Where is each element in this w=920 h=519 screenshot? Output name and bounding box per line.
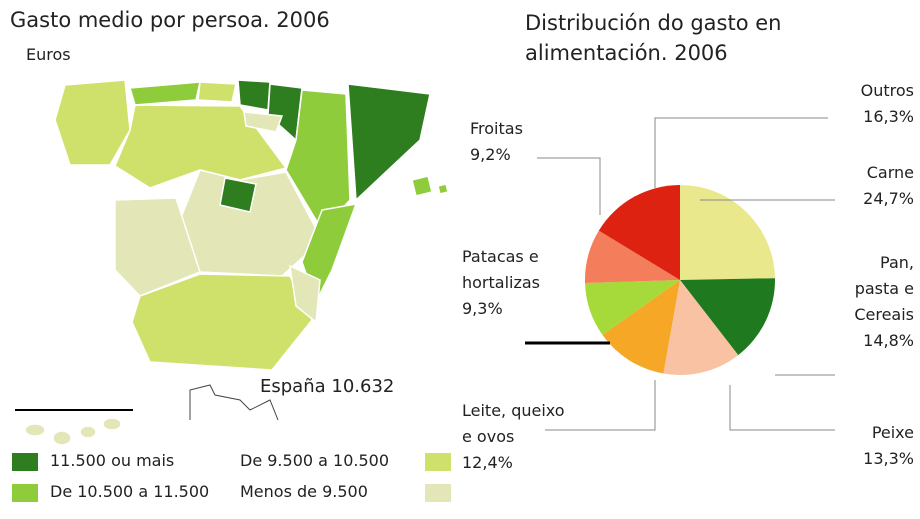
legend-swatch bbox=[12, 453, 38, 471]
leader-line bbox=[545, 380, 656, 431]
region bbox=[129, 81, 201, 106]
region bbox=[289, 264, 321, 324]
map-note: España 10.632 bbox=[260, 376, 395, 397]
map-subtitle: Euros bbox=[26, 45, 71, 64]
legend-label: De 9.500 a 10.500 bbox=[240, 451, 390, 470]
legend-swatch bbox=[425, 453, 451, 471]
leader-line bbox=[654, 117, 828, 188]
value-label: 12,4% bbox=[462, 453, 513, 472]
category-label: Peixe bbox=[871, 423, 914, 442]
island bbox=[52, 430, 72, 446]
legend-label: Menos de 9.500 bbox=[240, 482, 368, 501]
region bbox=[197, 81, 237, 103]
region bbox=[237, 79, 271, 111]
leader-line bbox=[729, 385, 835, 431]
pie-slice bbox=[602, 280, 680, 374]
pie-slice bbox=[585, 230, 680, 283]
category-label: Patacas e hortalizas bbox=[462, 247, 541, 292]
category-label: Outros bbox=[860, 81, 914, 100]
value-label: 9,3% bbox=[462, 299, 503, 318]
map-title: Gasto medio por persoa. 2006 bbox=[10, 8, 330, 32]
pie-slice bbox=[680, 278, 775, 356]
pie-slice bbox=[663, 280, 739, 375]
category-label: Pan, pasta e Cereais bbox=[854, 253, 914, 324]
pie-slice bbox=[598, 185, 680, 280]
pie-slice bbox=[680, 185, 775, 280]
legend-label: De 10.500 a 11.500 bbox=[50, 482, 210, 501]
region bbox=[243, 111, 284, 133]
border-decoration bbox=[189, 384, 279, 421]
slice-label: Outros 16,3% bbox=[800, 78, 914, 130]
legend-label: 11.500 ou mais bbox=[50, 451, 175, 470]
island bbox=[79, 425, 97, 439]
region bbox=[347, 83, 431, 202]
slice-label: Froitas 9,2% bbox=[470, 116, 590, 168]
value-label: 16,3% bbox=[863, 107, 914, 126]
value-label: 9,2% bbox=[470, 145, 511, 164]
pie-slice bbox=[585, 280, 680, 335]
value-label: 13,3% bbox=[863, 449, 914, 468]
slice-label: Leite, queixo e ovos 12,4% bbox=[462, 398, 602, 476]
category-label: Carne bbox=[866, 163, 914, 182]
region bbox=[437, 183, 449, 195]
map bbox=[15, 79, 449, 446]
slice-label: Pan, pasta e Cereais 14,8% bbox=[800, 250, 914, 354]
island bbox=[102, 417, 122, 431]
legend-swatch bbox=[12, 484, 38, 502]
slice-label: Peixe 13,3% bbox=[800, 420, 914, 472]
value-label: 14,8% bbox=[863, 331, 914, 350]
pie-title: Distribución do gasto en alimentación. 2… bbox=[525, 11, 782, 65]
value-label: 24,7% bbox=[863, 189, 914, 208]
category-label: Leite, queixo e ovos bbox=[462, 401, 565, 446]
region bbox=[54, 79, 131, 166]
island bbox=[24, 423, 46, 437]
region bbox=[114, 197, 201, 297]
region bbox=[219, 177, 257, 213]
slice-label: Patacas e hortalizas 9,3% bbox=[462, 244, 602, 322]
legend-swatch bbox=[425, 484, 451, 502]
region bbox=[411, 175, 433, 197]
region bbox=[131, 273, 313, 371]
category-label: Froitas bbox=[470, 119, 523, 138]
leader-line bbox=[537, 157, 601, 215]
slice-label: Carne 24,7% bbox=[830, 160, 914, 212]
